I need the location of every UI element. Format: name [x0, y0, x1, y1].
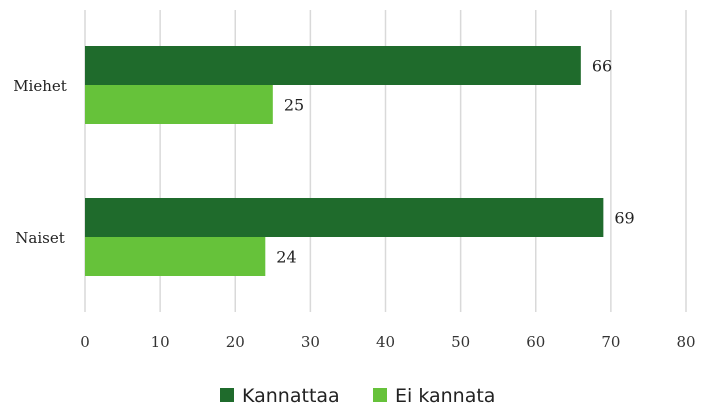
x-tick-label: 40 — [376, 333, 395, 351]
data-label: 66 — [592, 57, 612, 76]
data-label: 69 — [614, 209, 634, 228]
bar-ei-kannata-miehet — [85, 85, 273, 124]
legend: Kannattaa Ei kannata — [220, 385, 495, 407]
x-tick-label: 10 — [151, 333, 170, 351]
category-label: Miehet — [13, 77, 67, 95]
category-label: Naiset — [15, 229, 64, 247]
x-tick-label: 60 — [526, 333, 545, 351]
data-labels: 66 25 69 24 — [276, 57, 634, 267]
x-axis-ticks: 0 10 20 30 40 50 60 70 80 — [80, 333, 695, 351]
bars — [85, 46, 604, 276]
legend-label: Ei kannata — [395, 385, 495, 407]
legend-label: Kannattaa — [242, 385, 340, 407]
data-label: 25 — [284, 96, 304, 115]
data-label: 24 — [276, 248, 296, 267]
x-tick-label: 80 — [676, 333, 695, 351]
legend-swatch — [373, 388, 387, 402]
bar-kannattaa-naiset — [85, 198, 604, 237]
x-tick-label: 0 — [80, 333, 90, 351]
category-labels: Miehet Naiset — [13, 77, 67, 247]
x-tick-label: 20 — [226, 333, 245, 351]
bar-kannattaa-miehet — [85, 46, 581, 85]
x-tick-label: 30 — [301, 333, 320, 351]
legend-item: Kannattaa — [220, 385, 340, 407]
x-tick-label: 70 — [601, 333, 620, 351]
bar-ei-kannata-naiset — [85, 237, 266, 276]
legend-swatch — [220, 388, 234, 402]
x-tick-label: 50 — [451, 333, 470, 351]
legend-item: Ei kannata — [373, 385, 495, 407]
